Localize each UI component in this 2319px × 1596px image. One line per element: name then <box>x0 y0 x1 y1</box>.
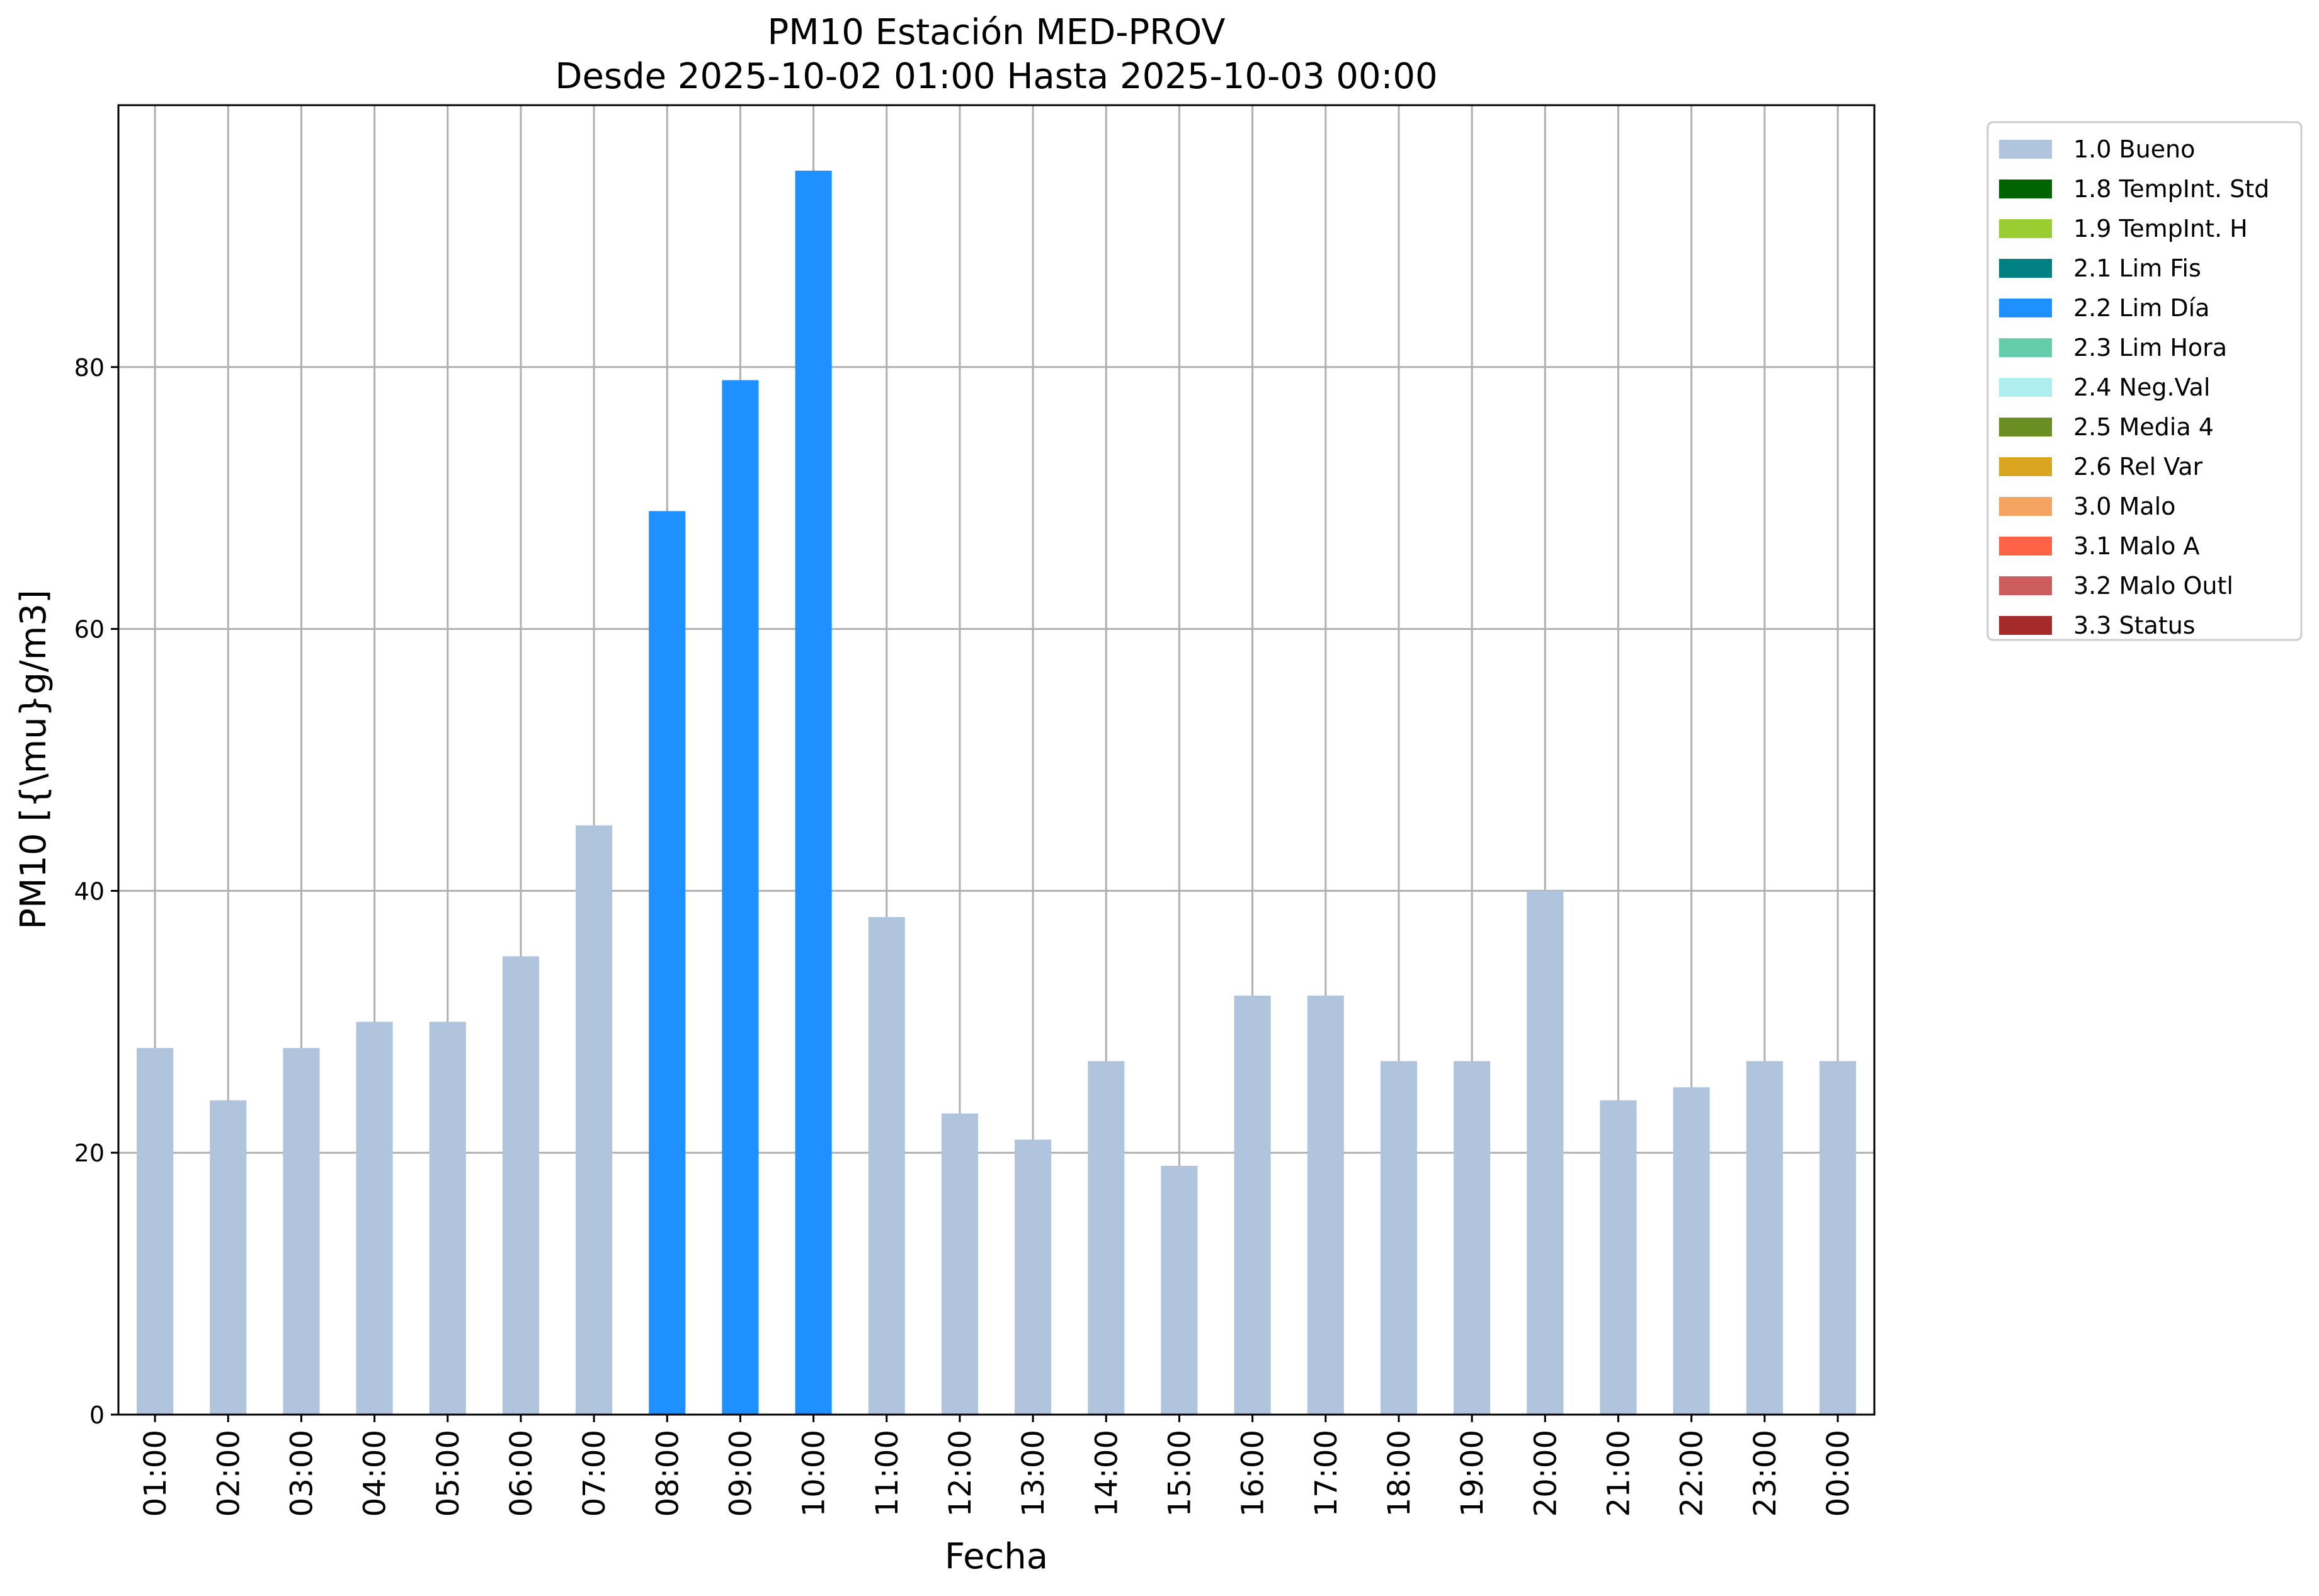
x-tick-label: 12:00 <box>943 1430 978 1517</box>
bar <box>1746 1061 1783 1415</box>
legend-label: 2.6 Rel Var <box>2073 453 2203 481</box>
bar <box>1234 995 1271 1415</box>
x-tick-label: 09:00 <box>723 1430 758 1517</box>
bar <box>722 380 759 1415</box>
bar <box>795 170 832 1415</box>
bar <box>1380 1061 1417 1415</box>
x-tick-label: 10:00 <box>797 1430 832 1517</box>
x-tick-label: 22:00 <box>1675 1430 1710 1517</box>
legend: 1.0 Bueno 1.8 TempInt. Std 1.9 TempInt. H 2… <box>1986 121 2303 641</box>
x-tick-label: 05:00 <box>431 1430 466 1517</box>
legend-label: 3.2 Malo Outl <box>2073 572 2233 600</box>
chart-subtitle: Desde 2025-10-02 01:00 Hasta 2025-10-03 … <box>555 56 1437 97</box>
legend-label: 2.4 Neg.Val <box>2073 373 2210 401</box>
bar <box>576 825 613 1415</box>
bar <box>1307 995 1344 1415</box>
x-tick-label: 02:00 <box>211 1430 246 1517</box>
y-axis: 0 20 40 60 80 <box>74 354 118 1429</box>
y-tick-label: 40 <box>74 877 105 905</box>
bar <box>137 1047 174 1415</box>
y-tick-label: 20 <box>74 1139 105 1167</box>
x-tick-label: 17:00 <box>1309 1430 1344 1517</box>
legend-swatch <box>1999 418 2052 436</box>
x-axis: 01:00 02:00 03:00 04:00 05:00 06:00 07:00 08:00… <box>138 1415 1856 1517</box>
legend-swatch <box>1999 497 2052 516</box>
x-tick-label: 21:00 <box>1601 1430 1636 1517</box>
x-tick-label: 13:00 <box>1016 1430 1051 1517</box>
legend-swatch <box>1999 219 2052 238</box>
bar <box>1161 1165 1198 1415</box>
x-tick-label: 06:00 <box>504 1430 539 1517</box>
x-tick-label: 07:00 <box>577 1430 612 1517</box>
legend-swatch <box>1999 140 2052 159</box>
bar <box>502 956 539 1415</box>
legend-label: 3.3 Status <box>2073 612 2196 639</box>
legend-swatch <box>1999 537 2052 556</box>
bar <box>868 916 905 1415</box>
bar <box>1088 1061 1125 1415</box>
legend-label: 1.0 Bueno <box>2073 135 2195 163</box>
bar <box>941 1113 978 1415</box>
legend-swatch <box>1999 616 2052 635</box>
legend-box <box>1986 121 2303 641</box>
y-tick-label: 0 <box>89 1401 105 1429</box>
legend-label: 1.8 TempInt. Std <box>2073 175 2269 203</box>
x-tick-label: 11:00 <box>870 1430 905 1517</box>
bar <box>210 1100 247 1415</box>
bar <box>1600 1100 1637 1415</box>
legend-swatch <box>1999 378 2052 397</box>
legend-label: 3.1 Malo A <box>2073 532 2199 560</box>
y-tick-label: 80 <box>74 354 105 382</box>
x-tick-label: 16:00 <box>1236 1430 1271 1517</box>
legend-swatch <box>1999 299 2052 317</box>
legend-label: 3.0 Malo <box>2073 493 2175 520</box>
x-tick-label: 20:00 <box>1528 1430 1563 1517</box>
bar <box>1015 1139 1052 1415</box>
bar <box>1673 1087 1710 1415</box>
bar <box>649 511 686 1415</box>
bar <box>356 1022 393 1415</box>
legend-swatch <box>1999 457 2052 476</box>
bars <box>137 170 1856 1415</box>
legend-label: 2.1 Lim Fis <box>2073 254 2201 282</box>
bar <box>1527 891 1564 1415</box>
x-tick-label: 18:00 <box>1382 1430 1417 1517</box>
chart-title: PM10 Estación MED-PROV <box>768 12 1226 53</box>
x-tick-label: 01:00 <box>138 1430 173 1517</box>
legend-swatch <box>1999 259 2052 278</box>
y-axis-label: PM10 [{\mu}g/m3] <box>13 590 54 930</box>
bar <box>283 1047 320 1415</box>
x-axis-label: Fecha <box>945 1536 1048 1577</box>
bar <box>429 1022 466 1415</box>
x-tick-label: 23:00 <box>1748 1430 1783 1517</box>
bar <box>1819 1061 1856 1415</box>
legend-label: 2.3 Lim Hora <box>2073 334 2227 362</box>
y-tick-label: 60 <box>74 616 105 644</box>
plot-frame <box>117 104 1876 1416</box>
legend-label: 2.2 Lim Día <box>2073 294 2209 322</box>
x-tick-label: 04:00 <box>358 1430 393 1517</box>
x-tick-label: 00:00 <box>1821 1430 1856 1517</box>
x-tick-label: 03:00 <box>284 1430 319 1517</box>
legend-swatch <box>1999 576 2052 595</box>
x-tick-label: 14:00 <box>1089 1430 1124 1517</box>
x-tick-label: 19:00 <box>1455 1430 1490 1517</box>
x-tick-label: 08:00 <box>650 1430 685 1517</box>
x-tick-label: 15:00 <box>1162 1430 1197 1517</box>
legend-label: 2.5 Media 4 <box>2073 413 2214 441</box>
legend-swatch <box>1999 180 2052 198</box>
legend-swatch <box>1999 338 2052 357</box>
bar <box>1454 1061 1491 1415</box>
legend-label: 1.9 TempInt. H <box>2073 215 2248 242</box>
